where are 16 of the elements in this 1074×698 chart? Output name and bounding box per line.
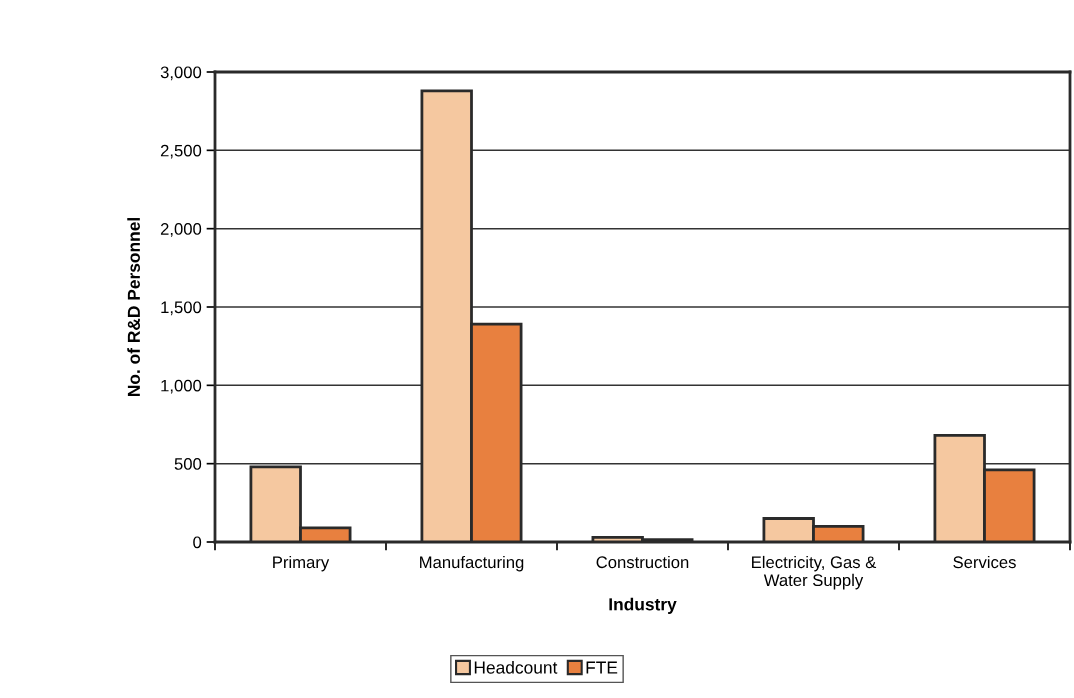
y-axis-title: No. of R&D Personnel	[127, 218, 140, 397]
y-tick-label: 1,500	[161, 301, 202, 316]
y-tick-label: 500	[174, 458, 202, 470]
y-tick-label: 0	[193, 536, 202, 549]
y-tick-label: 2,000	[160, 223, 202, 237]
x-tick-label: Manufacturing	[420, 555, 524, 572]
y-tick-label: 3,000	[160, 66, 202, 81]
x-axis-title: Industry	[609, 597, 677, 614]
x-tick-label: Services	[953, 555, 1016, 569]
y-tick-label: 1,000	[161, 379, 202, 394]
legend-label: FTE	[586, 661, 618, 674]
y-tick-label: 2,500	[160, 144, 202, 159]
legend-label: Headcount	[474, 660, 558, 674]
x-tick-label: Construction	[596, 555, 689, 569]
x-tick-label: Primary	[273, 555, 330, 572]
x-tick-label: Electricity, Gas & Water Supply	[752, 555, 877, 590]
